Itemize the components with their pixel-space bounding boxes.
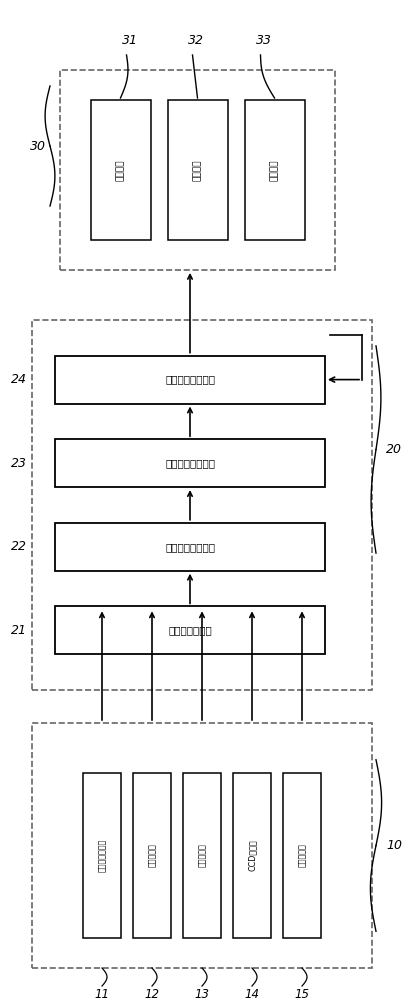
- Text: 30: 30: [30, 139, 46, 152]
- Text: 11: 11: [94, 988, 109, 1000]
- Text: 信号预处理单元: 信号预处理单元: [168, 625, 212, 635]
- Text: 20: 20: [386, 443, 402, 456]
- Text: 24: 24: [11, 373, 27, 386]
- Text: 15: 15: [295, 988, 310, 1000]
- Text: 10: 10: [386, 839, 402, 852]
- Bar: [55, 523, 325, 571]
- Bar: [55, 439, 325, 487]
- Bar: [55, 356, 325, 404]
- Text: 32: 32: [188, 33, 203, 46]
- Text: 12: 12: [144, 988, 159, 1000]
- Bar: [32, 723, 372, 968]
- Bar: [83, 773, 121, 938]
- Bar: [233, 773, 271, 938]
- Text: 23: 23: [11, 457, 27, 470]
- Text: 刹车单元: 刹车单元: [270, 159, 279, 181]
- Bar: [183, 773, 221, 938]
- Text: 21: 21: [11, 624, 27, 637]
- Bar: [60, 70, 335, 270]
- Bar: [32, 320, 372, 690]
- Bar: [133, 773, 171, 938]
- Text: 33: 33: [255, 33, 272, 46]
- Text: 14: 14: [245, 988, 260, 1000]
- Text: 车速传感器: 车速传感器: [297, 844, 307, 867]
- Bar: [283, 773, 321, 938]
- Text: CCD传感器: CCD传感器: [248, 840, 257, 871]
- Text: 心率呼吸传感器: 心率呼吸传感器: [97, 839, 106, 872]
- Text: 脉搏传感器: 脉搏传感器: [148, 844, 156, 867]
- Bar: [168, 100, 228, 240]
- Text: 发光单元: 发光单元: [193, 159, 202, 181]
- Bar: [55, 606, 325, 654]
- Bar: [91, 100, 151, 240]
- Text: 疲劳特征提取单元: 疲劳特征提取单元: [165, 542, 215, 552]
- Text: 握力传感器: 握力传感器: [198, 844, 206, 867]
- Text: 31: 31: [121, 33, 138, 46]
- Text: 13: 13: [195, 988, 210, 1000]
- Text: 疲劳特征处理单元: 疲劳特征处理单元: [165, 458, 215, 468]
- Text: 22: 22: [11, 540, 27, 553]
- Bar: [245, 100, 305, 240]
- Text: 发声单元: 发声单元: [116, 159, 125, 181]
- Text: 疲劳等级判定单元: 疲劳等级判定单元: [165, 375, 215, 385]
